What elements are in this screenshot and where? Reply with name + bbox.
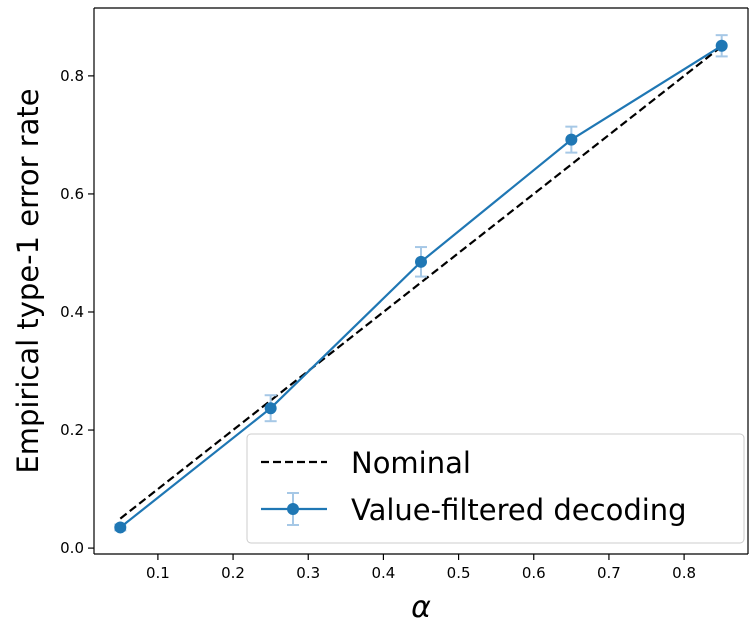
legend-label-nominal: Nominal (351, 446, 471, 480)
x-axis-label: α (411, 590, 431, 623)
x-tick-label: 0.3 (296, 564, 320, 582)
x-tick-label: 0.6 (522, 564, 546, 582)
x-tick-label: 0.4 (371, 564, 395, 582)
x-tick-label: 0.5 (447, 564, 471, 582)
y-tick-label: 0.4 (60, 303, 84, 321)
legend-box (246, 433, 745, 544)
legend-swatch-marker (287, 503, 299, 515)
axes-frame (93, 7, 749, 555)
x-tick-label: 0.7 (597, 564, 621, 582)
data-point-value-filtered (565, 133, 578, 146)
y-tick-label: 0.8 (60, 67, 84, 85)
y-tick-label: 0.0 (60, 539, 84, 557)
data-point-value-filtered (715, 39, 728, 52)
legend: Nominal Value-filtered decoding (246, 433, 745, 544)
x-tick-label: 0.8 (672, 564, 696, 582)
y-axis-label: Empirical type-1 error rate (11, 88, 45, 473)
x-tick-label: 0.2 (221, 564, 245, 582)
data-point-value-filtered (415, 255, 427, 268)
data-point-value-filtered (264, 402, 277, 415)
legend-label-value-filtered: Value-filtered decoding (351, 493, 687, 527)
y-tick-label: 0.6 (60, 185, 84, 203)
series-nominal-line (119, 45, 723, 520)
data-point-value-filtered (114, 521, 127, 534)
y-tick-label: 0.2 (60, 421, 84, 439)
x-tick-label: 0.1 (146, 564, 170, 582)
